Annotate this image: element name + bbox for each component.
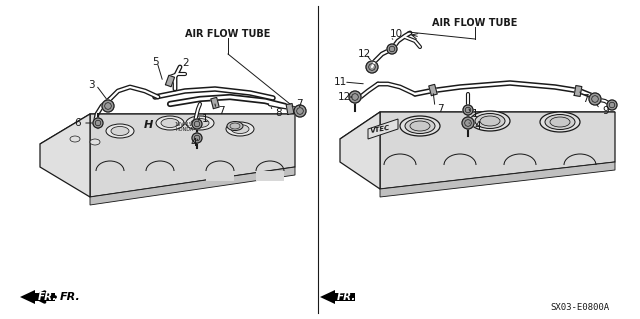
Polygon shape <box>206 171 234 181</box>
Ellipse shape <box>475 114 505 129</box>
Polygon shape <box>574 85 582 96</box>
Ellipse shape <box>191 118 209 128</box>
Polygon shape <box>32 293 55 301</box>
Polygon shape <box>40 114 295 144</box>
Ellipse shape <box>550 117 570 127</box>
Text: 4: 4 <box>190 138 197 148</box>
Circle shape <box>102 100 114 112</box>
Ellipse shape <box>90 139 100 145</box>
Text: 4: 4 <box>474 121 481 131</box>
Polygon shape <box>380 162 615 197</box>
Text: 7: 7 <box>582 94 589 104</box>
Circle shape <box>463 105 473 115</box>
Text: 3: 3 <box>88 80 95 90</box>
Circle shape <box>93 118 103 128</box>
Polygon shape <box>286 104 294 115</box>
Text: 1: 1 <box>472 109 479 119</box>
Text: H: H <box>143 120 152 130</box>
Text: 2: 2 <box>182 58 189 68</box>
Ellipse shape <box>227 122 243 130</box>
Ellipse shape <box>545 115 575 130</box>
Ellipse shape <box>231 124 249 133</box>
Circle shape <box>192 119 202 129</box>
Circle shape <box>607 100 617 110</box>
Text: AIR FLOW TUBE: AIR FLOW TUBE <box>432 18 518 28</box>
Text: 8: 8 <box>275 108 282 118</box>
Circle shape <box>192 133 202 143</box>
Text: SX03-E0800A: SX03-E0800A <box>550 302 609 311</box>
Ellipse shape <box>106 124 134 138</box>
Ellipse shape <box>70 136 80 142</box>
Polygon shape <box>368 119 398 139</box>
Text: 10: 10 <box>390 29 403 39</box>
Ellipse shape <box>410 121 430 131</box>
Polygon shape <box>380 112 615 189</box>
Polygon shape <box>332 293 355 301</box>
Polygon shape <box>320 290 335 304</box>
Text: 16VALVE
HONDA: 16VALVE HONDA <box>174 122 196 132</box>
Ellipse shape <box>186 116 214 130</box>
Text: AIR FLOW TUBE: AIR FLOW TUBE <box>186 29 271 39</box>
Text: 6: 6 <box>74 118 81 128</box>
Polygon shape <box>211 97 219 108</box>
Circle shape <box>589 93 601 105</box>
Polygon shape <box>340 112 615 139</box>
Ellipse shape <box>480 116 500 126</box>
Polygon shape <box>40 114 90 197</box>
Text: 9: 9 <box>602 106 609 116</box>
Ellipse shape <box>161 118 179 128</box>
Polygon shape <box>90 114 295 197</box>
Circle shape <box>366 61 378 73</box>
Polygon shape <box>96 171 124 181</box>
Text: 7: 7 <box>296 99 303 109</box>
Text: VTEC: VTEC <box>370 124 390 134</box>
Text: FR.: FR. <box>60 292 81 302</box>
Polygon shape <box>20 290 35 304</box>
Text: 7: 7 <box>437 104 444 114</box>
Ellipse shape <box>111 127 129 136</box>
Polygon shape <box>256 171 284 181</box>
Text: FR.: FR. <box>38 292 58 302</box>
Text: 7: 7 <box>218 106 225 116</box>
Ellipse shape <box>400 116 440 136</box>
Text: 12: 12 <box>358 49 371 59</box>
Polygon shape <box>146 171 174 181</box>
Polygon shape <box>340 112 380 189</box>
Text: 11: 11 <box>334 77 348 87</box>
Ellipse shape <box>470 111 510 131</box>
Text: 12: 12 <box>338 92 351 102</box>
Text: 1: 1 <box>202 114 209 124</box>
Polygon shape <box>429 85 437 96</box>
Ellipse shape <box>405 118 435 133</box>
Text: FR.: FR. <box>337 292 356 302</box>
Text: 5: 5 <box>152 57 159 67</box>
Polygon shape <box>90 167 295 205</box>
Circle shape <box>462 117 474 129</box>
Polygon shape <box>166 75 175 87</box>
Ellipse shape <box>226 122 254 136</box>
Ellipse shape <box>156 116 184 130</box>
Ellipse shape <box>540 112 580 132</box>
Circle shape <box>294 105 306 117</box>
Circle shape <box>349 91 361 103</box>
Circle shape <box>387 44 397 54</box>
